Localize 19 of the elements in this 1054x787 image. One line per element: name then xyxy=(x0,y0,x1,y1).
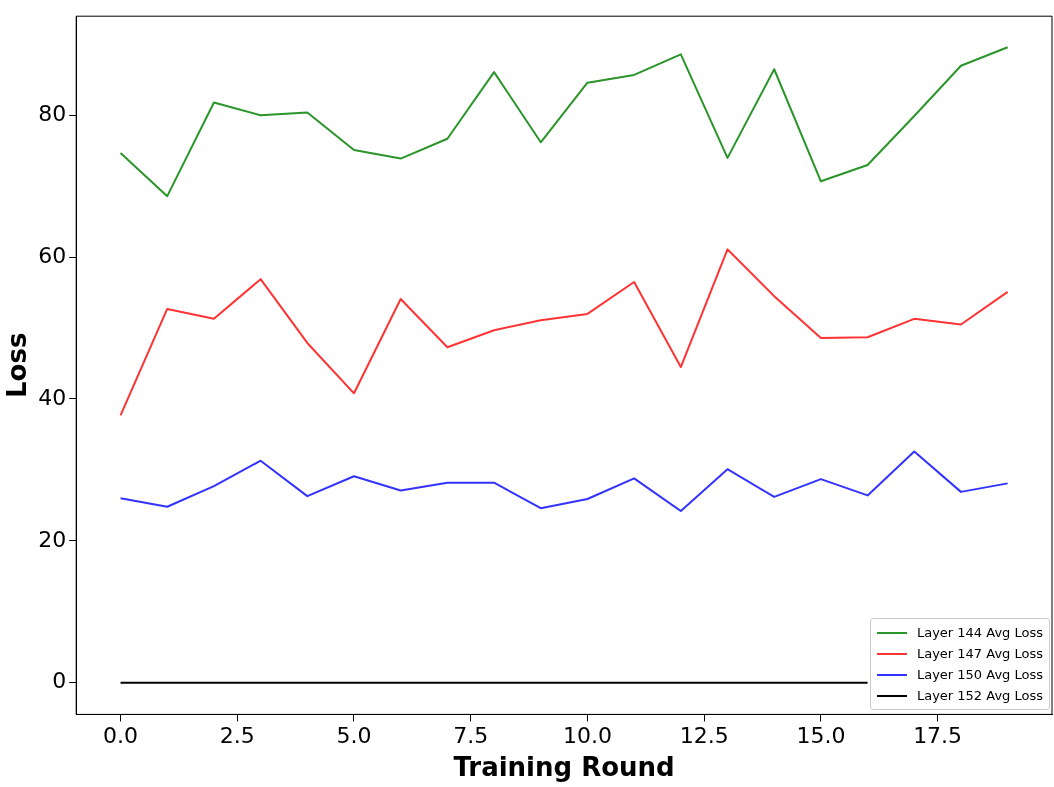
x-tick-label: 12.5 xyxy=(679,723,729,749)
y-tick-label: 60 xyxy=(38,242,67,268)
x-tick-label: 17.5 xyxy=(913,723,963,749)
y-tick-label: 80 xyxy=(38,101,67,127)
x-tick-label: 7.5 xyxy=(453,723,489,749)
x-tick-label: 10.0 xyxy=(562,723,612,749)
x-tick-label: 5.0 xyxy=(336,723,372,749)
x-tick-label: 0.0 xyxy=(103,723,139,749)
x-tick-label: 2.5 xyxy=(219,723,255,749)
legend-label: Layer 152 Avg Loss xyxy=(916,688,1043,704)
legend-label: Layer 147 Avg Loss xyxy=(916,646,1043,662)
legend-label: Layer 144 Avg Loss xyxy=(916,625,1043,641)
y-tick-label: 0 xyxy=(52,668,67,694)
legend-label: Layer 150 Avg Loss xyxy=(916,667,1043,683)
y-axis-title: Loss xyxy=(2,332,33,398)
x-tick-label: 15.0 xyxy=(796,723,846,749)
x-axis-title: Training Round xyxy=(453,752,675,783)
y-tick-label: 40 xyxy=(38,384,67,410)
y-tick-label: 20 xyxy=(38,526,67,552)
